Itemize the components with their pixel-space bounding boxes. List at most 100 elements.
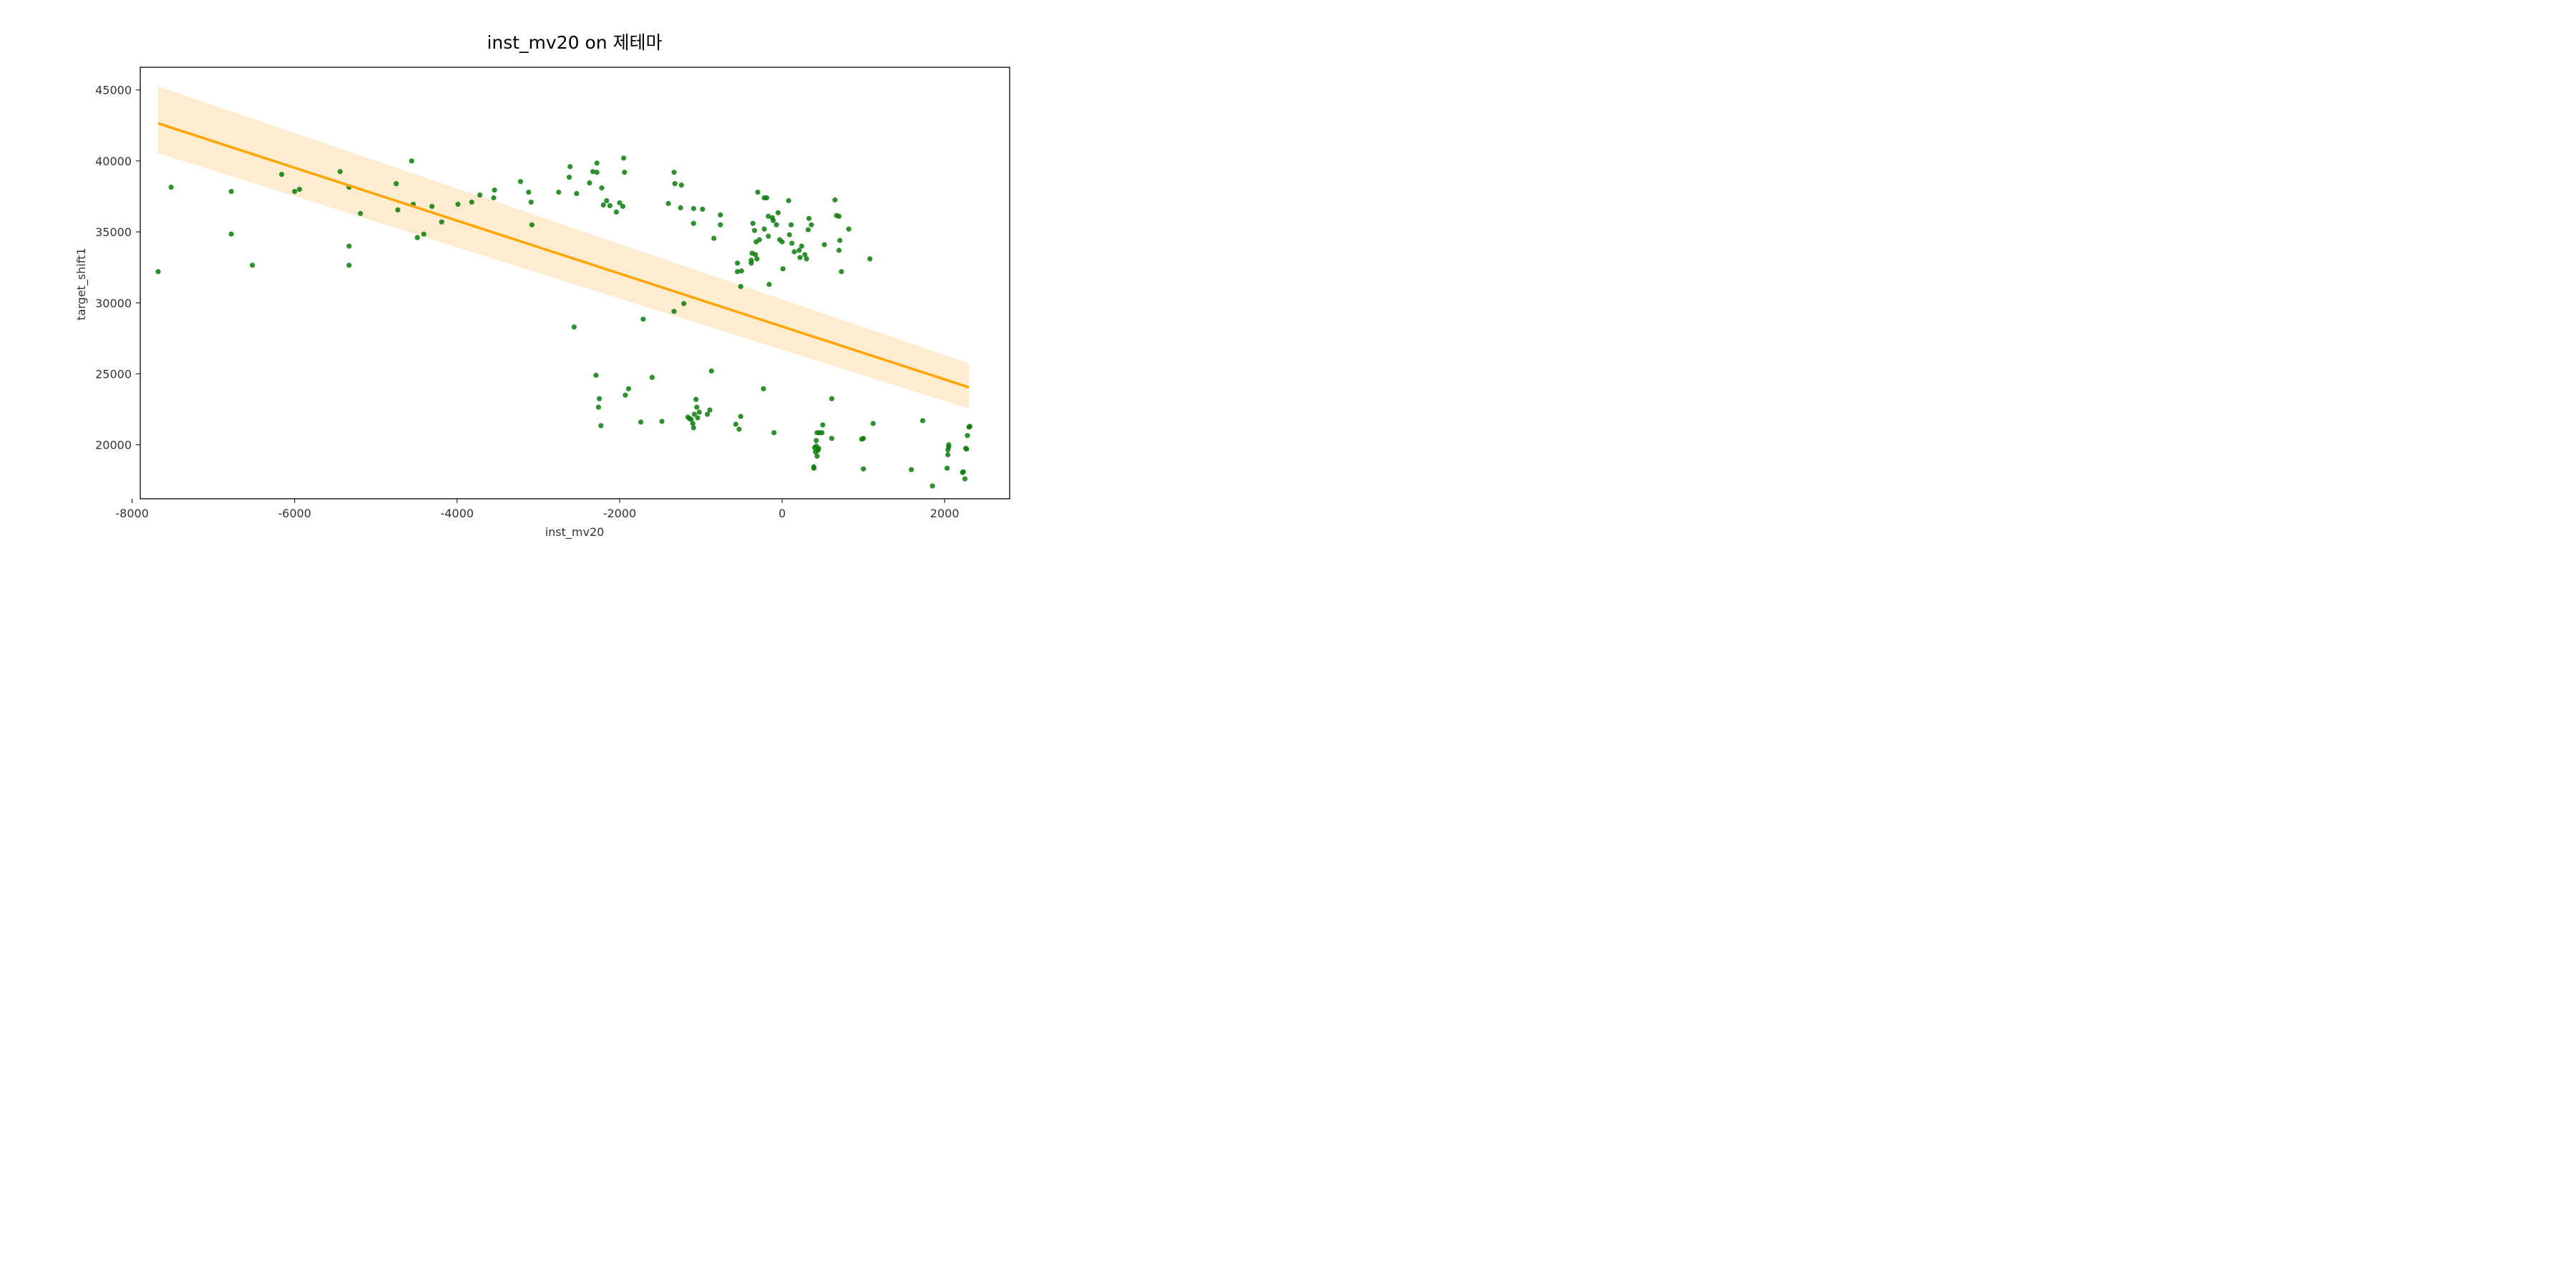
data-point — [755, 189, 761, 195]
data-point — [429, 203, 435, 209]
data-point — [346, 243, 352, 249]
data-point — [155, 269, 161, 275]
data-point — [394, 181, 399, 187]
data-point — [596, 396, 602, 401]
data-point — [707, 407, 713, 413]
data-point — [736, 426, 742, 432]
regression-line — [157, 122, 970, 389]
data-point — [672, 181, 678, 187]
x-axis-label: inst_mv20 — [545, 525, 605, 540]
data-point — [556, 189, 562, 195]
data-point — [964, 446, 970, 452]
data-point — [337, 169, 343, 175]
data-point — [718, 212, 723, 218]
y-tick-label: 45000 — [95, 84, 132, 97]
data-point — [346, 263, 352, 268]
data-point — [696, 409, 702, 415]
data-point — [671, 308, 677, 314]
data-point — [694, 404, 700, 410]
chart-title: inst_mv20 on 제테마 — [487, 32, 662, 53]
data-point — [788, 222, 794, 228]
data-point — [691, 220, 696, 226]
data-point — [946, 444, 952, 450]
data-point — [517, 179, 524, 185]
data-point — [358, 210, 364, 216]
data-point — [945, 452, 951, 458]
scatter-chart: inst_mv20 on 제테마 -8000 -6000 -4000 -2000 0 20… — [74, 32, 1010, 540]
data-point — [678, 182, 684, 188]
plot-area — [140, 67, 1010, 499]
data-point — [414, 235, 420, 240]
data-point — [861, 466, 867, 472]
data-point — [681, 301, 687, 306]
data-point — [587, 180, 592, 186]
data-point — [621, 155, 627, 161]
x-tick-label: -8000 — [115, 507, 149, 520]
data-point — [909, 467, 914, 472]
data-point — [811, 464, 816, 469]
plot-frame — [140, 67, 1010, 499]
data-point — [738, 414, 743, 419]
data-point — [839, 269, 844, 275]
data-point — [944, 465, 950, 471]
x-axis-ticks: -8000 -6000 -4000 -2000 0 2000 — [115, 499, 960, 520]
data-point — [599, 185, 605, 191]
data-point — [965, 433, 970, 439]
data-point — [786, 197, 791, 204]
data-point — [766, 281, 772, 288]
y-tick-label: 35000 — [95, 225, 132, 239]
data-point — [691, 205, 696, 211]
data-point — [754, 256, 760, 262]
data-point — [296, 186, 303, 192]
data-point — [761, 226, 767, 232]
data-point — [455, 201, 461, 208]
data-point — [594, 160, 600, 166]
data-point — [797, 255, 803, 260]
data-point — [593, 372, 599, 379]
data-point — [814, 438, 819, 444]
data-points — [155, 155, 972, 489]
data-point — [477, 192, 483, 198]
data-point — [529, 222, 535, 228]
data-point — [671, 170, 677, 175]
data-point — [526, 189, 532, 195]
data-point — [779, 239, 785, 245]
data-point — [439, 219, 444, 225]
data-point — [168, 185, 174, 190]
data-point — [395, 207, 401, 213]
data-point — [691, 425, 696, 431]
y-axis-ticks: 20000 25000 30000 35000 40000 45000 — [95, 84, 140, 452]
data-point — [786, 232, 792, 238]
data-point — [819, 430, 825, 436]
data-point — [775, 210, 781, 215]
data-point — [228, 188, 234, 195]
data-point — [756, 237, 762, 243]
data-point — [528, 199, 534, 205]
data-point — [752, 252, 758, 258]
data-point — [640, 316, 646, 322]
data-point — [594, 170, 600, 175]
data-point — [567, 164, 573, 170]
data-point — [625, 386, 632, 391]
data-point — [688, 416, 694, 422]
data-point — [829, 396, 834, 401]
x-tick-label: 0 — [779, 507, 786, 520]
data-point — [617, 200, 623, 206]
data-point — [571, 324, 577, 330]
data-point — [799, 243, 804, 249]
data-point — [678, 205, 683, 210]
data-point — [718, 222, 723, 228]
data-point — [806, 215, 812, 221]
y-tick-label: 20000 — [95, 439, 132, 452]
y-axis-label: target_shift1 — [74, 248, 89, 320]
x-tick-label: -6000 — [278, 507, 311, 520]
data-point — [919, 418, 926, 424]
data-point — [804, 256, 809, 262]
data-point — [829, 436, 834, 441]
y-tick-label: 25000 — [95, 367, 132, 381]
x-tick-label: -2000 — [603, 507, 637, 520]
data-point — [771, 430, 777, 436]
data-point — [735, 260, 741, 266]
data-point — [738, 283, 743, 290]
data-point — [690, 421, 696, 426]
